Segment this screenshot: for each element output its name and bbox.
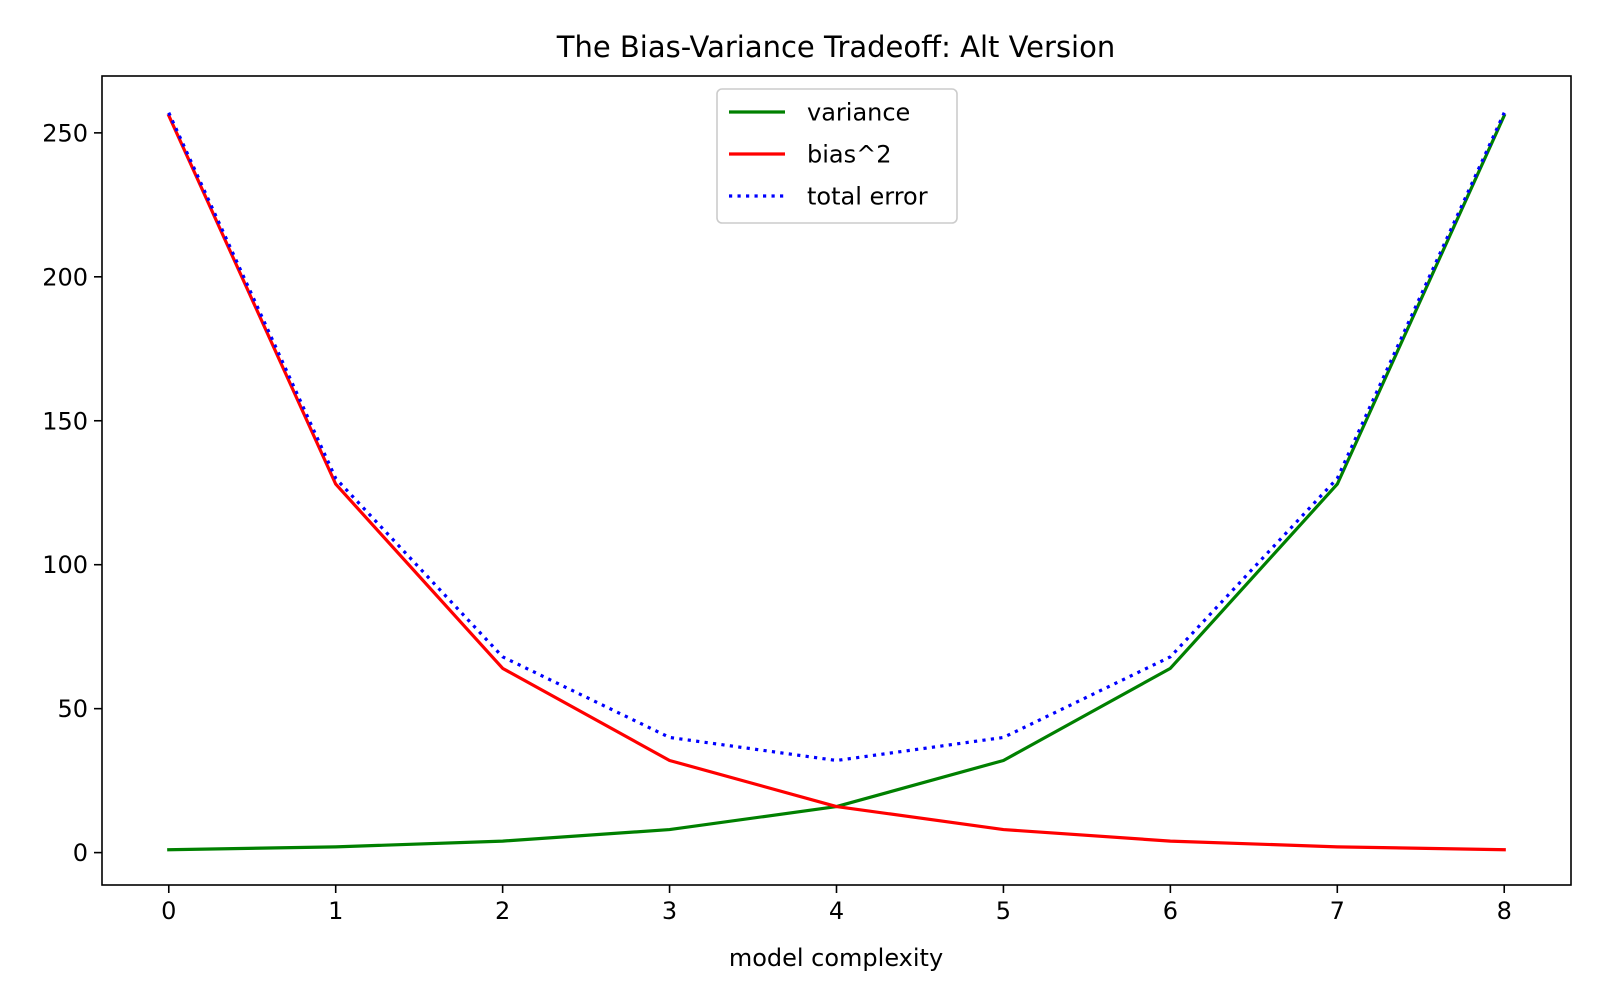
data-point-bias-2 [833, 803, 841, 811]
legend-label-variance: variance [807, 99, 910, 127]
data-point-bias-2 [1333, 843, 1341, 851]
data-point-total-error [499, 653, 507, 661]
data-point-total-error [165, 109, 173, 117]
data-point-total-error [999, 733, 1007, 741]
y-tick-label: 250 [42, 119, 88, 147]
data-point-total-error [1500, 109, 1508, 117]
data-point-variance [165, 846, 173, 854]
y-tick-label: 150 [42, 407, 88, 435]
x-tick-label: 0 [161, 897, 176, 925]
data-point-total-error [332, 474, 340, 482]
data-point-variance [499, 837, 507, 845]
data-point-bias-2 [499, 664, 507, 672]
data-point-total-error [1333, 474, 1341, 482]
y-tick-label: 50 [57, 695, 88, 723]
data-point-bias-2 [1500, 846, 1508, 854]
data-point-total-error [833, 756, 841, 764]
data-point-total-error [666, 733, 674, 741]
x-tick-label: 1 [328, 897, 343, 925]
data-point-bias-2 [666, 756, 674, 764]
x-tick-label: 2 [495, 897, 510, 925]
legend-label-total-error: total error [807, 183, 928, 211]
x-axis-label: model complexity [729, 944, 943, 972]
x-tick-label: 4 [829, 897, 844, 925]
x-tick-label: 8 [1497, 897, 1512, 925]
series-group [165, 109, 1508, 854]
data-point-bias-2 [1166, 837, 1174, 845]
x-tick-label: 5 [996, 897, 1011, 925]
data-point-variance [666, 826, 674, 834]
chart-title: The Bias-Variance Tradeoff: Alt Version [556, 30, 1115, 64]
series-line-bias-2 [166, 113, 1506, 852]
x-tick-label: 7 [1330, 897, 1345, 925]
data-point-bias-2 [999, 826, 1007, 834]
y-tick-label: 200 [42, 263, 88, 291]
legend: variance bias^2 total error [716, 88, 958, 224]
legend-label-bias-2: bias^2 [807, 141, 892, 169]
x-tick-label: 3 [662, 897, 677, 925]
data-point-variance [332, 843, 340, 851]
data-point-variance [999, 756, 1007, 764]
x-axis: 0 1 2 3 4 5 6 7 8 [161, 885, 1512, 925]
y-tick-label: 100 [42, 551, 88, 579]
data-point-variance [1166, 664, 1174, 672]
x-tick-label: 6 [1163, 897, 1178, 925]
data-point-total-error [1166, 653, 1174, 661]
y-tick-label: 0 [73, 839, 88, 867]
y-axis: 0 50 100 150 200 250 [42, 119, 102, 867]
legend-frame [716, 88, 958, 224]
